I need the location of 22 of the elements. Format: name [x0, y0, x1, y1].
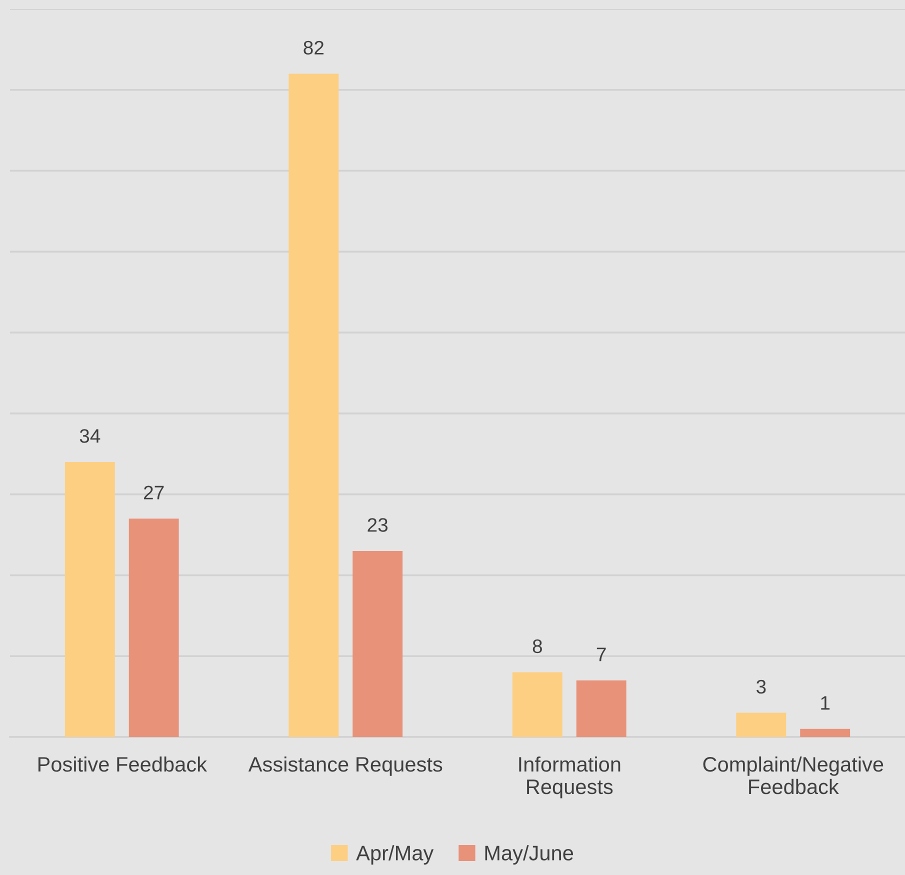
data-label: 23 [368, 518, 388, 532]
bar [736, 712, 786, 737]
data-label: 27 [144, 486, 164, 500]
bar [576, 680, 626, 737]
data-label: 34 [80, 429, 100, 443]
bar [800, 728, 850, 737]
legend-label: Apr/May [356, 845, 434, 865]
x-tick-label: Positive Feedback [38, 756, 208, 772]
data-label: 3 [756, 680, 766, 694]
data-label: 82 [304, 40, 324, 55]
x-tick-label: Assistance Requests [248, 756, 442, 776]
legend-label: May/June [485, 845, 574, 865]
bar [64, 462, 115, 737]
x-tick-label: Information Requests [519, 756, 620, 798]
data-label: 1 [821, 696, 830, 710]
bar [288, 74, 339, 737]
data-label: 8 [532, 639, 542, 654]
x-tick-label: Complaint/Negative Feedback [703, 756, 884, 794]
bar [512, 672, 562, 737]
bar [352, 550, 403, 737]
bar [128, 518, 179, 737]
data-label: 7 [596, 648, 606, 662]
